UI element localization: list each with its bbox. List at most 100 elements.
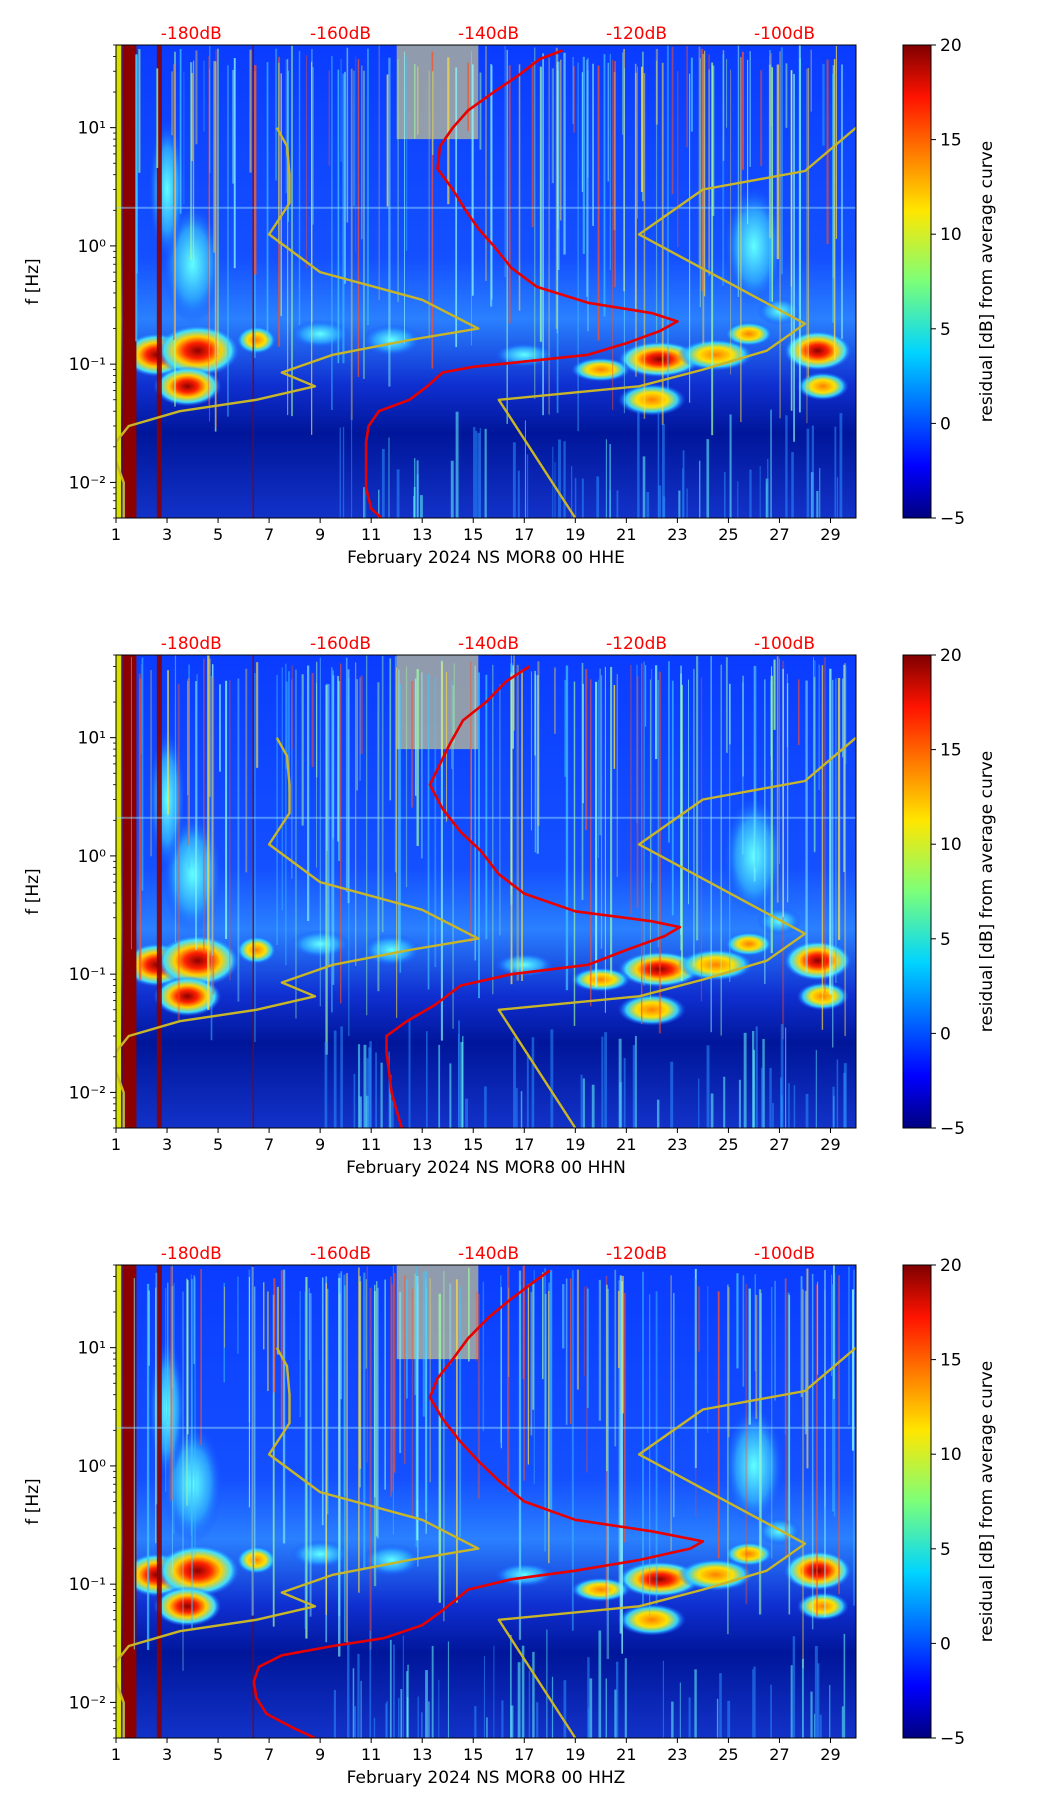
transient-streak — [737, 45, 740, 298]
lf-streak — [351, 412, 353, 518]
hf-noise-band — [396, 1265, 479, 1360]
lf-streak — [589, 1678, 593, 1738]
y-tick-label: 10⁻² — [69, 473, 106, 493]
transient-streak — [224, 1286, 226, 1348]
transient-streak — [585, 668, 588, 831]
lf-streak — [359, 1096, 362, 1128]
y-tick-label: 10⁻² — [69, 1083, 106, 1103]
colorbar-tick-label: 0 — [940, 1024, 951, 1044]
transient-streak — [835, 45, 837, 239]
median-psd-curve — [252, 1269, 705, 1738]
transient-streak — [316, 683, 317, 868]
transient-streak — [829, 668, 832, 995]
transient-streak — [414, 678, 417, 796]
x-tick-label: 15 — [463, 1745, 483, 1764]
transient-streak — [583, 1286, 585, 1377]
heatmap-area — [116, 1265, 856, 1738]
transient-streak — [346, 1273, 348, 1646]
lf-streak — [785, 1027, 787, 1128]
lf-streak — [550, 1029, 554, 1128]
colorbar-label: residual [dB] from average curve — [977, 141, 997, 422]
transient-streak — [431, 51, 434, 369]
transient-streak — [658, 671, 662, 1034]
lf-streak — [528, 1670, 531, 1738]
transient-streak — [388, 57, 391, 387]
noise-model-curve — [116, 1347, 480, 1738]
transient-streak — [295, 669, 297, 1019]
lf-streak — [512, 442, 516, 518]
transient-streak — [171, 71, 174, 136]
transient-streak — [597, 65, 600, 341]
top-db-label: -160dB — [310, 634, 371, 654]
microseism-blob — [570, 967, 631, 992]
transient-streak — [621, 1275, 624, 1414]
transient-streak — [139, 678, 142, 981]
transient-streak — [518, 1270, 522, 1640]
transient-streak — [613, 684, 616, 769]
lf-streak — [788, 1083, 790, 1128]
transient-streak — [837, 678, 841, 940]
transient-streak — [606, 1288, 610, 1659]
top-db-label: -140dB — [458, 1244, 519, 1264]
transient-streak — [592, 63, 594, 226]
x-tick-label: 17 — [514, 1745, 534, 1764]
microseism-blob — [723, 1405, 784, 1526]
transient-streak — [572, 56, 574, 124]
transient-streak — [474, 665, 476, 961]
microseism-blob — [361, 1544, 422, 1577]
top-db-label: -100dB — [754, 634, 815, 654]
transient-streak — [232, 69, 235, 184]
noise-model-curve — [116, 127, 480, 518]
x-tick-label: 29 — [820, 525, 840, 544]
transient-streak — [434, 677, 437, 968]
colorbar-label: residual [dB] from average curve — [977, 751, 997, 1032]
transient-streak — [657, 679, 659, 948]
microseism-blob — [677, 338, 754, 371]
transient-streak — [811, 1273, 814, 1630]
transient-streak — [562, 1284, 565, 1349]
transient-streak — [773, 659, 776, 730]
transient-streak — [655, 1291, 658, 1605]
lf-streak — [698, 1078, 700, 1128]
transient-streak — [405, 57, 408, 251]
transient-streak — [384, 1279, 386, 1490]
transient-streak — [449, 1283, 452, 1365]
hf-noise-band — [396, 655, 479, 750]
transient-streak — [284, 663, 287, 966]
data-gap-line — [252, 1265, 255, 1738]
transient-streak — [248, 1276, 250, 1508]
noise-model-curve — [497, 736, 856, 1128]
lf-streak — [438, 1679, 440, 1738]
transient-streak — [565, 665, 569, 991]
lf-streak — [605, 439, 607, 518]
lf-streak — [769, 1067, 772, 1128]
lf-streak — [479, 428, 481, 518]
transient-streak — [643, 73, 646, 419]
lf-streak — [661, 423, 665, 518]
lf-streak — [806, 428, 810, 518]
x-tick-label: 21 — [616, 1135, 636, 1154]
transient-streak — [130, 656, 132, 950]
transient-streak — [282, 1269, 286, 1544]
x-tick-label: 23 — [667, 525, 687, 544]
transient-streak — [571, 1270, 574, 1631]
transient-streak — [710, 656, 712, 1033]
transient-streak — [347, 669, 350, 904]
x-tick-label: 1 — [111, 1135, 121, 1154]
transient-streak — [655, 60, 658, 344]
transient-streak — [237, 678, 240, 1002]
transient-streak — [727, 1287, 730, 1438]
top-db-label: -120dB — [606, 634, 667, 654]
lf-streak — [416, 460, 419, 518]
data-gap-line — [252, 45, 255, 518]
lf-streak — [447, 1641, 449, 1738]
transient-streak — [416, 1271, 419, 1500]
transient-streak — [655, 665, 658, 760]
transient-streak — [405, 666, 408, 888]
colorbar-tick-label: 5 — [940, 930, 951, 950]
lf-streak — [829, 1684, 831, 1738]
lf-streak — [694, 1669, 697, 1738]
transient-streak — [311, 673, 314, 768]
